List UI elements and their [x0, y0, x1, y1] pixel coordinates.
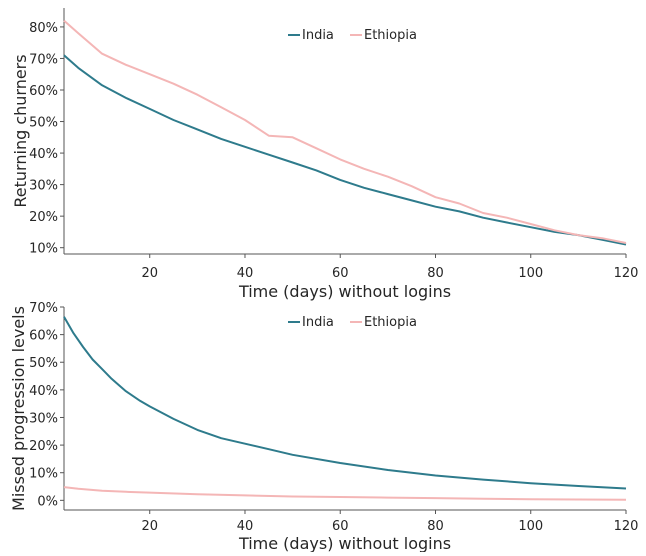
x-tick-label: 100: [518, 266, 543, 281]
y-tick-label: 60%: [29, 84, 58, 99]
x-tick-label: 40: [237, 519, 254, 534]
series-line-ethiopia: [63, 19, 627, 244]
x-axis-title: Time (days) without logins: [238, 534, 451, 552]
y-tick-label: 20%: [29, 439, 58, 454]
chart-1: 20 40 60 80 100 120 10% 20% 30% 40% 50% 60% 70% 80% Ti…: [11, 8, 638, 301]
y-tick-label: 30%: [29, 411, 58, 426]
y-axis-title: Missed progression levels: [9, 306, 28, 511]
x-axis-title: Time (days) without logins: [238, 282, 451, 301]
y-tick-label: 50%: [29, 116, 58, 131]
x-tick-label: 80: [427, 519, 444, 534]
legend-label-india: India: [302, 28, 334, 43]
x-tick-label: 120: [614, 519, 639, 534]
x-tick-label: 120: [614, 266, 639, 281]
x-tick-label: 80: [427, 266, 444, 281]
y-tick-label: 10%: [29, 242, 58, 257]
legend-label-india: India: [302, 315, 334, 330]
x-tick-label: 20: [141, 519, 158, 534]
y-tick-label: 50%: [29, 356, 58, 371]
series-line-ethiopia: [63, 486, 627, 501]
x-tick-label: 100: [518, 519, 543, 534]
y-tick-label: 40%: [29, 147, 58, 162]
y-tick-label: 0%: [37, 494, 58, 509]
chart-2: 20 40 60 80 100 120 0% 10% 20% 30% 40% 50% 60% 70% Tim…: [9, 301, 639, 553]
y-tick-label: 40%: [29, 384, 58, 399]
y-tick-label: 80%: [29, 21, 58, 36]
y-tick-label: 20%: [29, 210, 58, 225]
y-tick-label: 10%: [29, 467, 58, 482]
y-axis-title: Returning churners: [11, 54, 30, 207]
x-tick-label: 40: [237, 266, 254, 281]
x-tick-label: 60: [332, 266, 349, 281]
y-tick-label: 70%: [29, 52, 58, 67]
x-tick-label: 20: [141, 266, 158, 281]
x-tick-label: 60: [332, 519, 349, 534]
legend-label-ethiopia: Ethiopia: [364, 28, 417, 43]
series-line-india: [63, 54, 627, 246]
y-tick-label: 70%: [29, 301, 58, 316]
y-tick-label: 30%: [29, 179, 58, 194]
y-tick-label: 60%: [29, 329, 58, 344]
series-line-india: [63, 316, 627, 490]
legend-label-ethiopia: Ethiopia: [364, 315, 417, 330]
